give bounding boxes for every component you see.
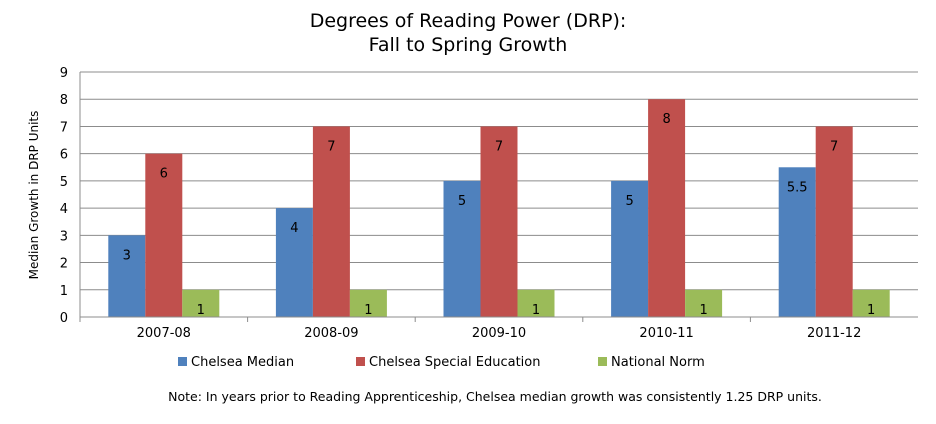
- data-label: 4: [290, 221, 298, 236]
- bar: [480, 126, 518, 317]
- data-label: 1: [699, 303, 707, 318]
- y-tick-label: 0: [60, 311, 68, 326]
- data-label: 6: [160, 167, 168, 182]
- y-tick-label: 1: [60, 284, 68, 299]
- bar: [815, 126, 853, 317]
- data-label: 1: [867, 303, 875, 318]
- chart-title-line-1: Degrees of Reading Power (DRP):: [310, 10, 627, 32]
- data-label: 1: [532, 303, 540, 318]
- y-tick-label: 7: [60, 120, 68, 135]
- y-tick-label: 8: [60, 93, 68, 108]
- y-tick-label: 5: [60, 175, 68, 190]
- chart-title-line-2: Fall to Spring Growth: [369, 34, 568, 56]
- bar: [443, 180, 481, 317]
- data-label: 5.5: [787, 180, 808, 195]
- legend-label: National Norm: [611, 355, 705, 370]
- legend-label: Chelsea Median: [191, 355, 294, 370]
- legend-swatch: [356, 357, 365, 366]
- data-label: 7: [495, 139, 503, 154]
- y-tick-label: 3: [60, 229, 68, 244]
- data-label: 3: [123, 248, 131, 263]
- data-label: 1: [197, 303, 205, 318]
- data-label: 7: [327, 139, 335, 154]
- bar: [312, 126, 350, 317]
- bar: [778, 167, 816, 317]
- bar: [648, 99, 686, 317]
- x-tick-label: 2011-12: [807, 326, 861, 341]
- y-tick-label: 2: [60, 257, 68, 272]
- y-tick-label: 4: [60, 202, 68, 217]
- bar: [108, 235, 146, 317]
- bar: [852, 289, 890, 317]
- data-label: 8: [662, 112, 670, 127]
- bar: [182, 289, 220, 317]
- legend-swatch: [178, 357, 187, 366]
- y-axis-label: Median Growth in DRP Units: [27, 111, 41, 280]
- data-label: 5: [625, 194, 633, 209]
- x-tick-label: 2007-08: [137, 326, 191, 341]
- bar: [685, 289, 723, 317]
- bar: [611, 180, 649, 317]
- x-tick-label: 2008-09: [304, 326, 358, 341]
- y-tick-label: 9: [60, 66, 68, 81]
- bar: [517, 289, 555, 317]
- bar: [145, 153, 183, 317]
- x-tick-label: 2009-10: [472, 326, 526, 341]
- bar: [275, 208, 313, 317]
- data-label: 5: [458, 194, 466, 209]
- legend-label: Chelsea Special Education: [369, 355, 541, 370]
- legend-swatch: [598, 357, 607, 366]
- data-label: 1: [364, 303, 372, 318]
- data-label: 7: [830, 139, 838, 154]
- x-tick-label: 2010-11: [639, 326, 693, 341]
- bar: [349, 289, 387, 317]
- y-tick-label: 6: [60, 148, 68, 163]
- chart-note: Note: In years prior to Reading Apprenti…: [168, 389, 822, 404]
